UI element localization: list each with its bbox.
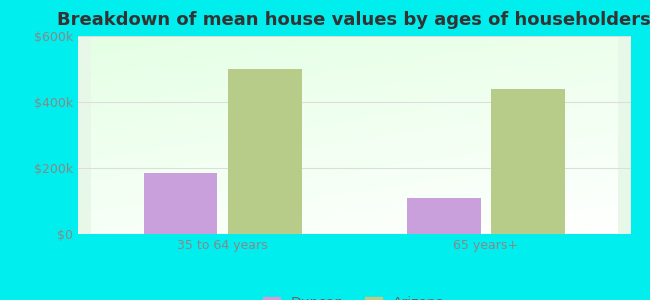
Bar bbox=[407, 198, 480, 234]
Legend: Duncan, Arizona: Duncan, Arizona bbox=[263, 296, 445, 300]
Bar bbox=[228, 69, 302, 234]
Bar bbox=[144, 173, 218, 234]
Bar bbox=[491, 89, 565, 234]
Title: Breakdown of mean house values by ages of householders: Breakdown of mean house values by ages o… bbox=[57, 11, 650, 29]
